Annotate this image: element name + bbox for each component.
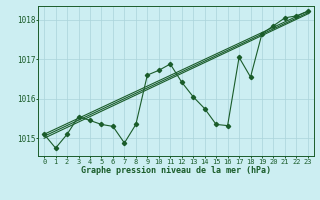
X-axis label: Graphe pression niveau de la mer (hPa): Graphe pression niveau de la mer (hPa) [81,166,271,175]
